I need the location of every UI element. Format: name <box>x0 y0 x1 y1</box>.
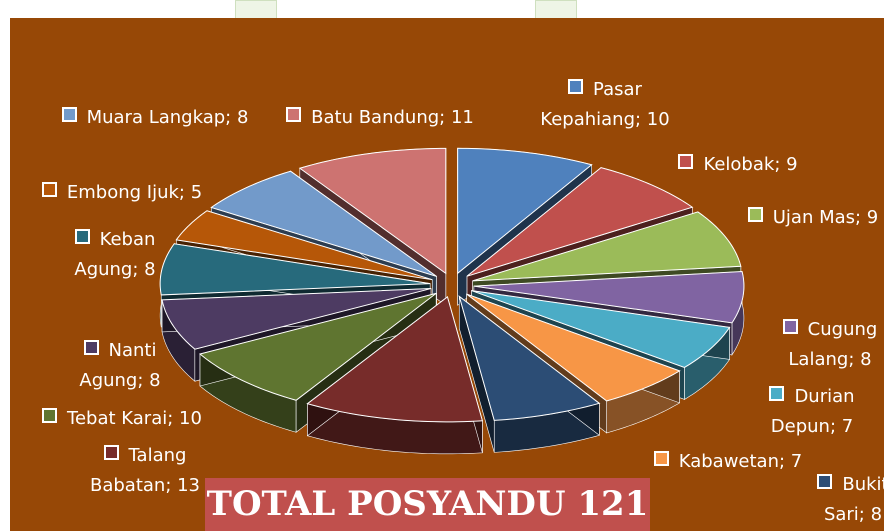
legend-marker <box>74 229 90 244</box>
label-text: Embong Ijuk; 5 <box>66 182 203 203</box>
label-text: Durian Depun; 7 <box>770 386 855 437</box>
slice <box>473 271 745 324</box>
label-text: Muara Langkap; 8 <box>86 107 249 128</box>
legend-marker <box>678 154 694 169</box>
slice <box>306 295 484 423</box>
label-text: Bukit Sari; 8 <box>823 474 884 525</box>
data-label: Kabawetan; 7 <box>638 447 818 477</box>
legend-marker <box>103 445 119 460</box>
data-label: Pasar Kepahiang; 10 <box>530 75 680 135</box>
data-label: Ujan Mas; 9 <box>738 203 884 233</box>
legend-marker <box>653 451 669 466</box>
slice <box>466 167 694 277</box>
label-text: Keban Agung; 8 <box>74 229 156 280</box>
slice <box>298 147 447 275</box>
slice <box>159 243 431 296</box>
legend-marker <box>747 207 763 222</box>
annotation: TOTAL POSYANDU 121 <box>205 478 650 531</box>
legend-marker <box>61 107 77 122</box>
slice <box>161 288 432 350</box>
slice <box>175 210 433 281</box>
slice <box>457 147 593 275</box>
slice <box>210 170 437 277</box>
label-text: Pasar Kepahiang; 10 <box>540 79 670 130</box>
legend-marker <box>42 408 58 423</box>
data-label: Embong Ijuk; 5 <box>22 178 222 208</box>
data-label: Keban Agung; 8 <box>50 225 180 285</box>
data-label: Tebat Karai; 10 <box>22 404 222 434</box>
legend-marker <box>83 340 99 355</box>
legend-marker <box>817 474 833 489</box>
slice <box>458 295 601 421</box>
data-label: Talang Babatan; 13 <box>70 441 220 501</box>
slice <box>466 293 681 402</box>
data-label: Muara Langkap; 8 <box>40 103 270 133</box>
data-label: Bukit Sari; 8 <box>798 470 884 530</box>
label-text: Talang Babatan; 13 <box>89 445 201 496</box>
legend-marker <box>41 182 57 197</box>
slice <box>472 211 742 282</box>
label-text: Batu Bandung; 11 <box>311 107 474 128</box>
label-text: Nanti Agung; 8 <box>79 340 161 391</box>
label-text: Kabawetan; 7 <box>678 451 803 472</box>
slice <box>198 292 437 401</box>
data-label: Cugung Lalang; 8 <box>770 315 884 375</box>
legend-marker <box>782 319 798 334</box>
data-label: Durian Depun; 7 <box>747 382 877 442</box>
legend-marker <box>286 107 302 122</box>
data-label: Nanti Agung; 8 <box>50 336 190 396</box>
label-text: Cugung Lalang; 8 <box>788 319 878 370</box>
data-label: Kelobak; 9 <box>668 150 808 180</box>
legend-marker <box>769 386 785 401</box>
label-text: Kelobak; 9 <box>703 154 798 175</box>
legend-marker <box>568 79 584 94</box>
label-text: Ujan Mas; 9 <box>772 207 879 228</box>
label-text: Tebat Karai; 10 <box>67 408 202 429</box>
slice <box>471 290 731 368</box>
data-label: Batu Bandung; 11 <box>280 103 480 133</box>
